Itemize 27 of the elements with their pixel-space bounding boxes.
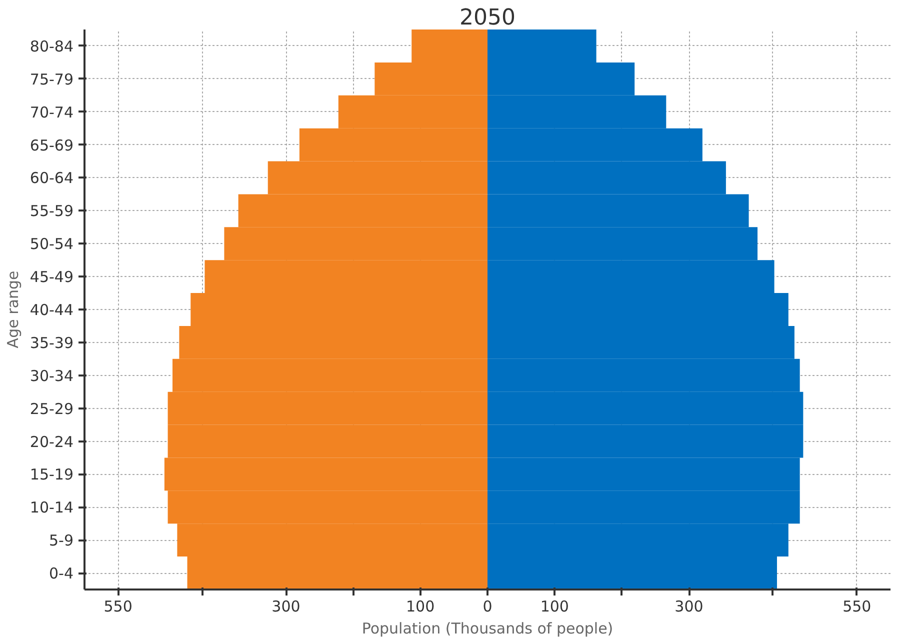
x-tick-label: 100 [406,598,435,616]
y-tick-label: 80-84 [30,37,74,56]
y-tick-label: 15-19 [30,466,74,484]
y-tick-label: 5-9 [49,532,74,550]
y-tick-label: 20-24 [30,432,74,451]
y-tick-label: 70-74 [30,103,74,122]
y-tick-label: 40-44 [30,301,74,319]
x-tick-label: 0 [482,598,492,616]
y-axis-title: Age range [4,270,22,348]
y-tick-label: 75-79 [30,70,74,88]
y-tick-label: 60-64 [30,169,74,188]
x-tick-label: 100 [540,598,569,616]
y-tick-label: 0-4 [49,564,74,583]
x-axis-title: Population (Thousands of people) [362,620,614,638]
x-tick-label: 300 [674,598,704,616]
chart-title: 2050 [460,6,516,30]
y-tick-label: 65-69 [30,136,74,154]
x-tick-label: 550 [104,598,132,616]
x-tick-label: 300 [272,598,300,616]
y-tick-label: 30-34 [30,366,74,385]
y-tick-label: 55-59 [30,202,74,220]
y-tick-label: 10-14 [30,498,74,517]
y-tick-label: 50-54 [30,235,74,254]
y-tick-label: 25-29 [30,400,74,418]
x-tick-label: 550 [842,598,872,616]
y-tick-label: 45-49 [30,268,74,286]
y-tick-label: 35-39 [30,334,74,352]
